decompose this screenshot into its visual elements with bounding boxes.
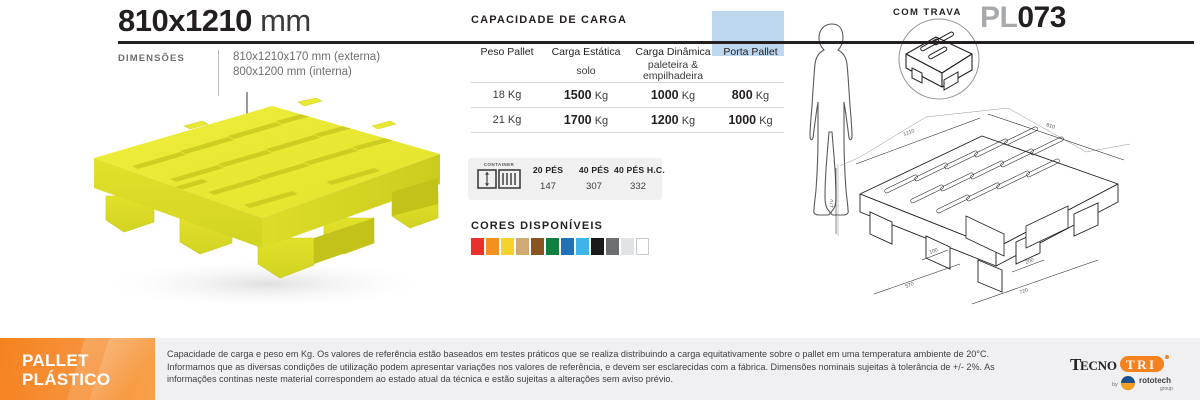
product-code-number: 073 xyxy=(1017,1,1066,34)
page-title: 810x1210 mm xyxy=(118,4,478,38)
color-swatch-dark-gray[interactable] xyxy=(606,238,619,255)
logo-rototech-text: rototech xyxy=(1139,376,1171,385)
table-row: 18 Kg 1500 Kg 1000 Kg 800 Kg xyxy=(471,82,784,108)
color-swatch-red[interactable] xyxy=(471,238,484,255)
tecnotri-logo: T ECNO TRI by rototech group xyxy=(1070,355,1173,392)
col-sub-line: paleteira & xyxy=(647,59,699,71)
cell-dinamica-0: 1000 Kg xyxy=(629,82,717,108)
container-capacity-box: CONTAINER 20 PÉS 147 40 PÉS 307 40 PÉS H… xyxy=(468,158,665,200)
col-sub-line: empilhadeira xyxy=(642,70,704,82)
footer-bar xyxy=(0,338,1200,400)
pallet-photo xyxy=(94,92,440,310)
dim-label-570: 570 xyxy=(905,281,915,290)
color-swatch-orange[interactable] xyxy=(486,238,499,255)
container-cell-40ft-hc: 40 PÉS H.C. 332 xyxy=(614,165,665,192)
badge-line-2: PLÁSTICO xyxy=(22,370,111,389)
capacity-header-row: Peso Pallet Carga Estática Carga Dinâmic… xyxy=(471,40,784,60)
product-code-prefix: PL xyxy=(980,1,1018,34)
dim-label-100: 100 xyxy=(929,247,939,256)
col-sub-carga-estatica: solo xyxy=(576,64,596,77)
title-block: 810x1210 mm xyxy=(118,4,478,38)
page-title-dimensions: 810x1210 xyxy=(118,3,252,38)
dim-label-720: 720 xyxy=(1019,287,1029,296)
color-swatch-beige[interactable] xyxy=(516,238,529,255)
color-swatch-yellow[interactable] xyxy=(501,238,514,255)
color-swatch-green[interactable] xyxy=(546,238,559,255)
color-swatch-list xyxy=(471,238,649,255)
badge-line-1: PALLET xyxy=(22,351,89,370)
capacity-subheader-row: solo paleteira & empilhadeira xyxy=(471,60,784,83)
logo-tri-badge xyxy=(1120,356,1164,372)
container-icon-wrap: CONTAINER xyxy=(476,162,522,196)
col-sub-porta-pallet xyxy=(717,60,784,83)
cell-peso-0: 18 Kg xyxy=(471,82,543,108)
dimensions-divider xyxy=(218,50,219,96)
col-sub-carga-dinamica: paleteira & empilhadeira xyxy=(629,60,717,83)
badge-text: PALLET PLÁSTICO xyxy=(22,351,110,389)
dim-label-200: 200 xyxy=(1025,257,1035,266)
container-cell-20ft: 20 PÉS 147 xyxy=(532,165,564,192)
colors-section-title: CORES DISPONÍVEIS xyxy=(471,220,604,232)
table-row: 21 Kg 1700 Kg 1200 Kg 1000 Kg xyxy=(471,107,784,133)
dimensions-label: DIMENSÕES xyxy=(118,53,185,64)
com-trava-label: COM TRAVA xyxy=(893,7,962,18)
color-swatch-brown[interactable] xyxy=(531,238,544,255)
col-header-carga-estatica: Carga Estática xyxy=(551,46,621,58)
header-rule xyxy=(118,41,1194,44)
color-swatch-black[interactable] xyxy=(591,238,604,255)
cell-estatica-1: 1700 Kg xyxy=(543,107,629,133)
product-code: PL073 xyxy=(980,1,1066,35)
svg-text:ECNO: ECNO xyxy=(1080,358,1117,373)
col-header-porta-pallet: Porta Pallet xyxy=(723,46,778,58)
color-swatch-light-blue[interactable] xyxy=(576,238,589,255)
cell-estatica-0: 1500 Kg xyxy=(543,82,629,108)
container-icon xyxy=(477,169,521,189)
porta-pallet-highlight xyxy=(712,11,784,56)
pallet-plastico-badge: PALLET PLÁSTICO xyxy=(0,338,155,400)
logo-by-text: by xyxy=(1112,382,1118,388)
col-sub-peso-pallet xyxy=(471,60,543,83)
dimensions-internal: 800x1200 mm (interna) xyxy=(233,66,352,78)
logo-tecno-text: T xyxy=(1070,355,1082,374)
color-swatch-light-gray[interactable] xyxy=(621,238,634,255)
cell-porta-1: 1000 Kg xyxy=(717,107,784,133)
cell-porta-0: 800 Kg xyxy=(717,82,784,108)
technical-drawing: 1210 810 170 570 720 200 100 xyxy=(830,108,1131,305)
dim-label-170: 170 xyxy=(830,199,835,208)
color-swatch-white[interactable] xyxy=(636,238,649,255)
page-title-unit: mm xyxy=(260,3,311,38)
lock-detail-illustration xyxy=(898,18,980,100)
capacity-section-title: CAPACIDADE DE CARGA xyxy=(471,14,628,26)
capacity-table: Peso Pallet Carga Estática Carga Dinâmic… xyxy=(471,40,784,133)
cell-peso-1: 21 Kg xyxy=(471,107,543,133)
disclaimer-text: Capacidade de carga e peso em Kg. Os val… xyxy=(167,349,995,385)
container-cell-40ft: 40 PÉS 307 xyxy=(578,165,610,192)
logo-group-text: group xyxy=(1160,386,1173,392)
dimensions-values: 810x1210x170 mm (externa) 800x1200 mm (i… xyxy=(233,50,380,96)
col-header-carga-dinamica: Carga Dinâmica xyxy=(635,46,711,58)
cell-dinamica-1: 1200 Kg xyxy=(629,107,717,133)
dimensions-row: DIMENSÕES 810x1210x170 mm (externa) 800x… xyxy=(118,50,498,96)
color-swatch-blue[interactable] xyxy=(561,238,574,255)
col-header-peso-pallet: Peso Pallet xyxy=(480,46,534,58)
dimensions-external: 810x1210x170 mm (externa) xyxy=(233,51,381,63)
dim-label-810: 810 xyxy=(1045,122,1055,131)
logo-tri-text: TRI xyxy=(1126,357,1157,372)
human-scale-silhouette xyxy=(809,23,853,216)
dim-label-1210: 1210 xyxy=(903,128,916,138)
container-icon-label: CONTAINER xyxy=(483,162,515,167)
logo-registered-dot xyxy=(1165,355,1169,359)
